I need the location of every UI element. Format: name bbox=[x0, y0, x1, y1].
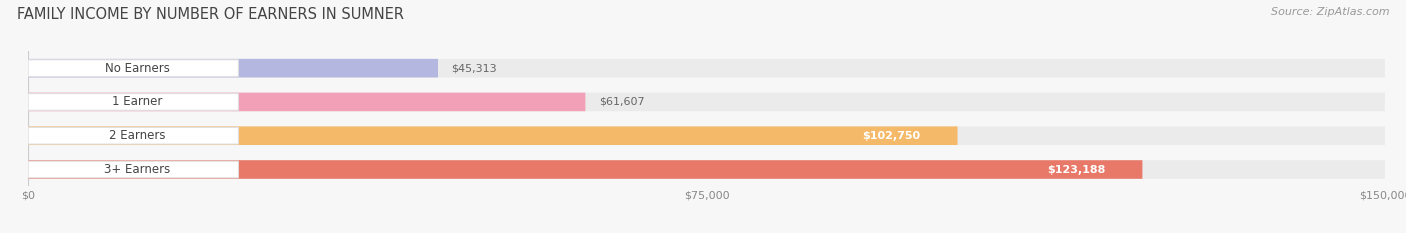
FancyBboxPatch shape bbox=[28, 127, 957, 145]
FancyBboxPatch shape bbox=[831, 129, 950, 143]
FancyBboxPatch shape bbox=[28, 127, 239, 144]
FancyBboxPatch shape bbox=[28, 59, 439, 77]
Text: 2 Earners: 2 Earners bbox=[110, 129, 166, 142]
Text: $45,313: $45,313 bbox=[451, 63, 498, 73]
Text: Source: ZipAtlas.com: Source: ZipAtlas.com bbox=[1271, 7, 1389, 17]
Text: 1 Earner: 1 Earner bbox=[112, 96, 163, 108]
FancyBboxPatch shape bbox=[28, 59, 1385, 77]
FancyBboxPatch shape bbox=[28, 94, 239, 110]
Text: No Earners: No Earners bbox=[105, 62, 170, 75]
FancyBboxPatch shape bbox=[28, 160, 1385, 179]
FancyBboxPatch shape bbox=[1017, 163, 1136, 176]
FancyBboxPatch shape bbox=[28, 93, 1385, 111]
Text: $102,750: $102,750 bbox=[862, 131, 920, 141]
FancyBboxPatch shape bbox=[28, 60, 239, 76]
Text: $123,188: $123,188 bbox=[1046, 164, 1105, 175]
FancyBboxPatch shape bbox=[28, 161, 239, 178]
FancyBboxPatch shape bbox=[28, 160, 1143, 179]
Text: FAMILY INCOME BY NUMBER OF EARNERS IN SUMNER: FAMILY INCOME BY NUMBER OF EARNERS IN SU… bbox=[17, 7, 404, 22]
FancyBboxPatch shape bbox=[28, 93, 585, 111]
FancyBboxPatch shape bbox=[28, 127, 1385, 145]
Text: $61,607: $61,607 bbox=[599, 97, 644, 107]
Text: 3+ Earners: 3+ Earners bbox=[104, 163, 170, 176]
